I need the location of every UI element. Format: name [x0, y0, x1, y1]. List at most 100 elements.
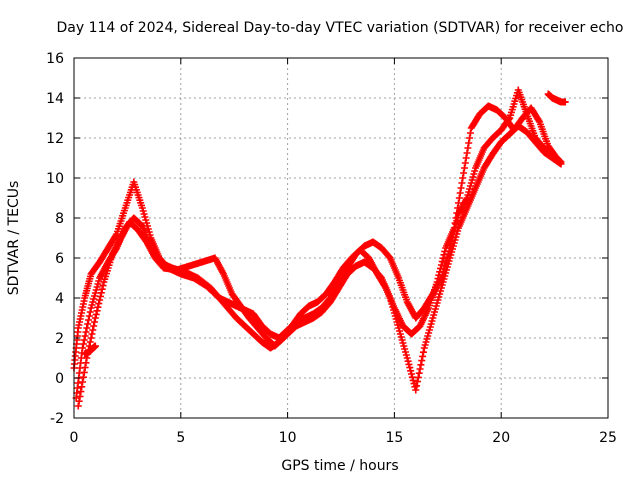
data-point: [88, 330, 96, 338]
data-point: [80, 336, 88, 344]
data-point: [79, 378, 87, 386]
data-point: [414, 373, 422, 381]
data-point: [418, 357, 426, 365]
data-point: [75, 397, 83, 405]
data-point: [415, 369, 423, 377]
data-point: [451, 219, 459, 227]
data-point: [90, 322, 98, 330]
data-points: [70, 86, 569, 410]
series-track-2: [72, 122, 565, 402]
y-tick-label: 6: [55, 251, 64, 267]
data-point: [433, 278, 441, 286]
data-point: [84, 320, 92, 328]
x-tick-label: 10: [279, 430, 297, 446]
data-point: [466, 134, 474, 142]
data-point: [412, 386, 420, 394]
data-point: [81, 332, 89, 340]
data-point: [81, 364, 89, 372]
data-point: [463, 149, 471, 157]
data-point: [403, 354, 411, 362]
data-point: [404, 357, 412, 365]
data-point: [439, 254, 447, 262]
data-point: [464, 144, 472, 152]
data-point: [96, 292, 104, 300]
data-point: [112, 231, 120, 239]
data-point: [434, 275, 442, 283]
data-point: [535, 117, 543, 125]
data-point: [82, 328, 90, 336]
data-point: [79, 344, 87, 352]
series-track-3: [74, 102, 561, 410]
data-point: [80, 368, 88, 376]
data-point: [437, 264, 445, 272]
data-point: [407, 367, 415, 375]
data-point: [76, 392, 84, 400]
y-tick-label: 10: [46, 171, 64, 187]
data-point: [74, 402, 82, 410]
data-point: [79, 340, 87, 348]
x-tick-label: 20: [492, 430, 510, 446]
data-point: [87, 334, 95, 342]
data-point: [79, 373, 87, 381]
y-tick-label: 12: [46, 131, 64, 147]
data-point: [416, 365, 424, 373]
data-point: [457, 184, 465, 192]
data-point: [465, 139, 473, 147]
plot-frame: [73, 57, 609, 419]
data-point: [413, 378, 421, 386]
grid-lines: [74, 58, 608, 418]
data-point: [405, 360, 413, 368]
data-point: [93, 307, 101, 315]
data-point: [450, 224, 458, 232]
data-point: [77, 388, 85, 396]
series-track-5: [544, 90, 569, 106]
x-axis-title: GPS time / hours: [281, 458, 398, 474]
data-point: [436, 268, 444, 276]
data-point: [96, 296, 104, 304]
data-point: [408, 373, 416, 381]
data-point: [95, 300, 103, 308]
data-point: [454, 199, 462, 207]
data-point: [453, 209, 461, 217]
y-tick-label: 2: [55, 331, 64, 347]
data-point: [461, 159, 469, 167]
y-tick-label: 16: [46, 51, 64, 67]
data-point: [552, 153, 560, 161]
data-point: [98, 285, 106, 293]
data-point: [455, 194, 463, 202]
data-point: [460, 164, 468, 172]
data-point: [435, 271, 443, 279]
data-point: [441, 247, 449, 255]
data-point: [460, 169, 468, 177]
data-point: [92, 310, 100, 318]
data-point: [97, 289, 105, 297]
data-point: [91, 342, 99, 350]
data-point: [407, 370, 415, 378]
data-point: [91, 318, 99, 326]
x-tick-label: 15: [385, 430, 403, 446]
y-axis-title: SDTVAR / TECUs: [6, 181, 22, 296]
data-point: [94, 303, 102, 311]
x-tick-label: 25: [599, 430, 617, 446]
data-point: [419, 352, 427, 360]
data-point: [437, 261, 445, 269]
data-point: [86, 308, 94, 316]
data-point: [419, 348, 427, 356]
series-track-4: [81, 342, 99, 358]
data-point: [83, 324, 91, 332]
data-point: [89, 326, 97, 334]
data-point: [452, 214, 460, 222]
data-point: [456, 189, 464, 197]
y-tick-label: 8: [55, 211, 64, 227]
data-point: [459, 174, 467, 182]
data-point: [413, 382, 421, 390]
data-point: [417, 361, 425, 369]
data-point: [99, 282, 107, 290]
data-point: [561, 98, 569, 106]
x-tick-label: 0: [70, 430, 79, 446]
chart-title: Day 114 of 2024, Sidereal Day-to-day VTE…: [57, 20, 624, 36]
data-point: [406, 364, 414, 372]
data-point: [86, 338, 94, 346]
data-point: [409, 376, 417, 384]
